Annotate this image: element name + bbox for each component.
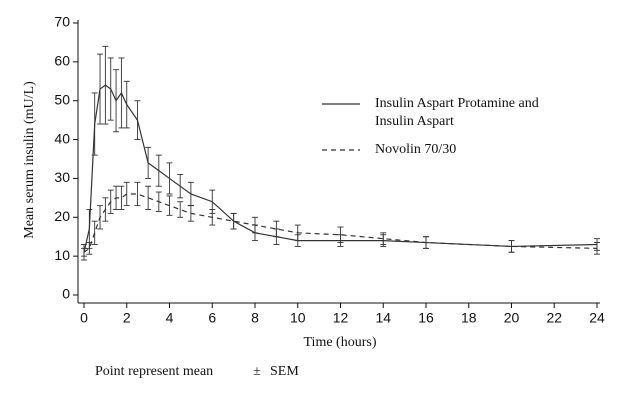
- error-bar: [166, 195, 173, 216]
- error-bar: [155, 154, 162, 187]
- x-axis-label: Time (hours): [304, 335, 377, 350]
- error-bar: [123, 181, 130, 207]
- y-tick-label: 50: [54, 91, 70, 107]
- error-bar: [508, 240, 515, 253]
- legend-label: Novolin 70/30: [375, 142, 457, 157]
- error-bar: [166, 162, 173, 195]
- y-tick-label: 30: [54, 169, 70, 185]
- x-tick-label: 12: [333, 310, 349, 326]
- error-bar: [177, 174, 184, 199]
- error-bar: [107, 189, 114, 214]
- error-bar: [81, 247, 87, 257]
- error-bar: [177, 201, 184, 218]
- error-bar: [594, 242, 600, 255]
- x-tick-label: 18: [461, 310, 477, 326]
- legend-label: Insulin Aspart Protamine and Insulin Asp…: [375, 96, 539, 129]
- y-tick-label: 20: [54, 208, 70, 224]
- error-bar: [337, 226, 344, 243]
- y-tick-label: 0: [62, 286, 70, 302]
- error-bar: [187, 205, 194, 222]
- footnote: ±: [253, 364, 261, 379]
- error-bar: [273, 220, 280, 238]
- x-tick-label: 10: [290, 310, 306, 326]
- x-tick-label: 24: [589, 310, 605, 326]
- error-bar: [294, 224, 301, 242]
- error-bar: [423, 236, 429, 249]
- x-tick-label: 14: [375, 310, 391, 326]
- y-tick-label: 10: [54, 247, 70, 263]
- error-bar: [118, 57, 125, 129]
- y-tick-label: 40: [54, 130, 70, 146]
- error-bar: [134, 100, 141, 141]
- error-bar: [145, 146, 152, 179]
- error-bar: [102, 197, 109, 222]
- y-tick-label: 70: [54, 14, 70, 30]
- error-bar: [155, 191, 162, 212]
- x-tick-label: 22: [546, 310, 562, 326]
- error-bar: [380, 232, 387, 245]
- error-bar: [187, 181, 194, 207]
- x-tick-label: 20: [504, 310, 520, 326]
- error-bar: [107, 57, 114, 121]
- error-bar: [113, 69, 120, 133]
- x-tick-label: 6: [208, 310, 216, 326]
- footnote: SEM: [270, 364, 299, 379]
- error-bar: [230, 212, 237, 230]
- y-axis-label: Mean serum insulin (mU/L): [22, 81, 37, 239]
- error-bar: [102, 45, 109, 125]
- error-bar: [209, 209, 216, 226]
- error-bar: [252, 216, 258, 234]
- error-bar: [91, 220, 98, 245]
- x-tick-label: 16: [418, 310, 434, 326]
- x-tick-label: 2: [123, 310, 131, 326]
- error-bar: [97, 205, 104, 230]
- footnote: Point represent mean: [95, 364, 213, 379]
- error-bar: [91, 92, 98, 156]
- error-bar: [145, 185, 152, 210]
- x-tick-label: 8: [251, 310, 259, 326]
- error-bar: [97, 53, 104, 125]
- error-bar: [113, 185, 120, 210]
- x-tick-label: 0: [80, 310, 88, 326]
- error-bar: [123, 80, 130, 129]
- error-bar: [118, 185, 125, 210]
- error-bar: [86, 242, 93, 255]
- x-tick-label: 4: [166, 310, 174, 326]
- y-tick-label: 60: [54, 53, 70, 69]
- error-bar: [134, 181, 141, 207]
